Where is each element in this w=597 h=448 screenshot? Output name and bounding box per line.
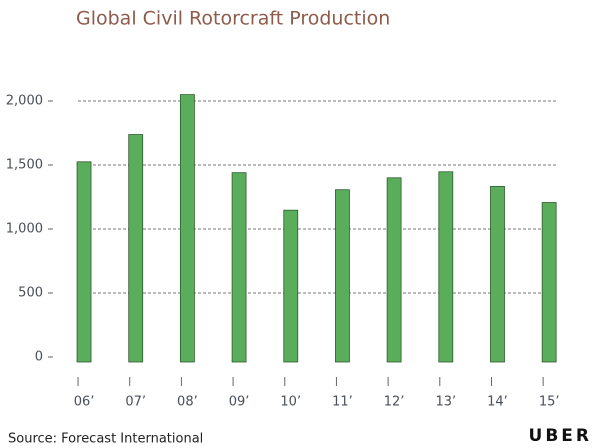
y-tick-label: 1,500 xyxy=(6,158,43,173)
bar xyxy=(335,189,350,363)
y-tick-label: 2,000 xyxy=(6,94,43,109)
bar xyxy=(490,185,505,363)
bar xyxy=(128,134,144,363)
x-tick-label: 07’ xyxy=(125,395,146,410)
x-tick-label: 13’ xyxy=(435,395,456,410)
x-tick-label: 09’ xyxy=(229,395,250,410)
x-tick-label: 06’ xyxy=(74,395,95,410)
bar xyxy=(231,172,247,363)
x-tick-label: 12’ xyxy=(384,395,405,410)
y-tick-label: 1,000 xyxy=(6,222,43,237)
bar xyxy=(386,177,402,363)
y-tick-label: 0 xyxy=(35,350,43,365)
bar xyxy=(541,202,557,363)
x-tick-label: 08’ xyxy=(177,395,198,410)
bar xyxy=(76,161,92,363)
x-tick-label: 10’ xyxy=(280,395,301,410)
y-tick-label: 500 xyxy=(18,286,43,301)
brand: UBER xyxy=(529,426,592,446)
bar xyxy=(438,171,454,363)
chart-title: Global Civil Rotorcraft Production xyxy=(76,8,390,30)
bar xyxy=(283,209,299,363)
x-tick-label: 11’ xyxy=(332,395,353,410)
x-tick-label: 14’ xyxy=(487,395,508,410)
bar xyxy=(179,94,195,363)
x-tick-label: 15’ xyxy=(539,395,560,410)
source: Source: Forecast International xyxy=(8,432,203,447)
